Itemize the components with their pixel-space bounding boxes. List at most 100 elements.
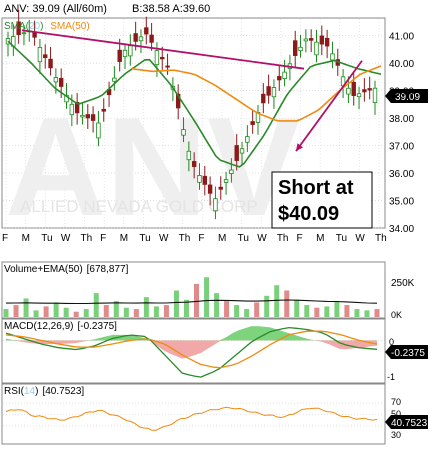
candle-body [213,198,218,212]
volume-bar [344,305,350,317]
x-tick-label: Tu [41,233,52,244]
macd-label: MACD(12,26,9) [-0.2375] [4,321,117,332]
candle-body [154,50,160,66]
x-tick-label: W [61,233,71,244]
volume-label-name: Volume+EMA(50) [4,264,83,275]
volume-bar [43,306,49,317]
macd-histogram-negative [6,340,377,359]
rsi-label-period: 14 [24,386,36,397]
candle-body [133,33,138,42]
price-series [5,10,382,220]
volume-ytick-bottom: 0K [391,310,402,320]
price-ytick-label: 41.00 [389,32,414,43]
candle-body [207,184,213,194]
rsi-label-name: RSI( [4,386,25,397]
rsi-ytick-50: 50 [391,409,401,419]
annotation-line1: Short at [278,177,354,199]
candle-body [202,175,207,185]
candle-body [21,32,27,35]
watermark-company: ALLIED NEVADA GOLD CORP [20,197,258,216]
candle-body [293,40,298,56]
volume-bar [284,290,290,317]
volume-bar [304,305,310,317]
volume-bar [183,299,189,317]
x-tick-label: M [22,233,30,244]
x-tick-label: W [257,233,267,244]
macd-badge-shape [385,345,428,359]
x-tick-label: F [198,233,204,244]
candle-body [96,122,101,139]
short-arrow-shaft [295,60,363,152]
candle-body [122,49,128,58]
volume-bar [73,311,79,317]
candle-body [176,93,181,109]
sma20-legend-period: 20 [29,21,41,32]
volume-bar [143,297,149,317]
x-tick-label: M [120,233,128,244]
candle-body [346,87,351,95]
rsi-ytick-70: 70 [391,397,401,407]
candle-body [261,93,266,104]
macd-label-name: MACD(12,26,9) [4,321,73,332]
candle-body [245,136,250,143]
candle-body [308,38,314,41]
candle-body [319,35,325,45]
price-badge: 39.09 [385,89,428,103]
volume-label: Volume+EMA(50) [678,877] [4,264,129,275]
annotation-line2: $40.09 [278,203,339,225]
x-tick-label: M [316,233,324,244]
volume-bar [173,290,179,317]
short-arrow-head [296,143,304,152]
rsi-ytick-30: 30 [391,430,401,440]
candle-body [223,179,229,183]
price-ytick-label: 36.00 [389,169,414,180]
candle-body [48,58,53,69]
rsi-label-close: ) [35,386,38,397]
volume-bar [123,307,129,317]
candle-body [356,93,362,98]
candle-body [250,121,255,125]
candle-body [165,65,170,68]
volume-bar [334,301,340,317]
candle-body [112,77,117,82]
candle-body [32,32,37,38]
macd-ytick-neg1: -1 [387,372,395,382]
candle-body [149,34,154,43]
volume-bar [93,293,99,317]
price-ytick-label: 35.00 [389,197,414,208]
macd-badge: -0.2375 [385,345,428,359]
candle-body [144,27,149,35]
candle-body [53,77,59,83]
x-tick-label: Th [375,233,387,244]
volume-bar [33,310,39,317]
candle-body [282,71,287,79]
rsi-badge: 40.7523 [385,415,428,429]
sma50-legend: SMA(50) [50,21,89,32]
price-ytick-label: 40.00 [389,59,414,70]
x-tick-label: Th [81,233,93,244]
volume-series [3,277,380,317]
watermark-letters: ANV [5,88,301,245]
rsi-line [5,406,378,431]
candle-body [58,77,64,87]
volume-bar [194,283,200,317]
candle-body [85,114,90,119]
x-tick-label: F [296,233,302,244]
price-ytick-label: 37.00 [389,142,414,153]
sma-legend: SMA(20) SMA(50) [4,21,90,32]
rsi-label: RSI(14) [40.7523] [4,386,84,397]
volume-bar [264,295,270,317]
volume-bar [294,299,300,317]
x-tick-label: Th [179,233,191,244]
price-ytick-label: 39.00 [389,87,414,98]
candle-body [298,46,303,52]
candle-body [37,47,43,63]
macd-label-value: [-0.2375] [77,321,117,332]
candle-body [138,36,144,42]
candle-body [16,21,21,36]
rsi-series [3,402,384,431]
symbol-quote: ANV: 39.09 (All/60m) [4,3,107,15]
volume-bar [274,285,280,317]
volume-bar [314,307,320,317]
candle-body [117,49,122,62]
